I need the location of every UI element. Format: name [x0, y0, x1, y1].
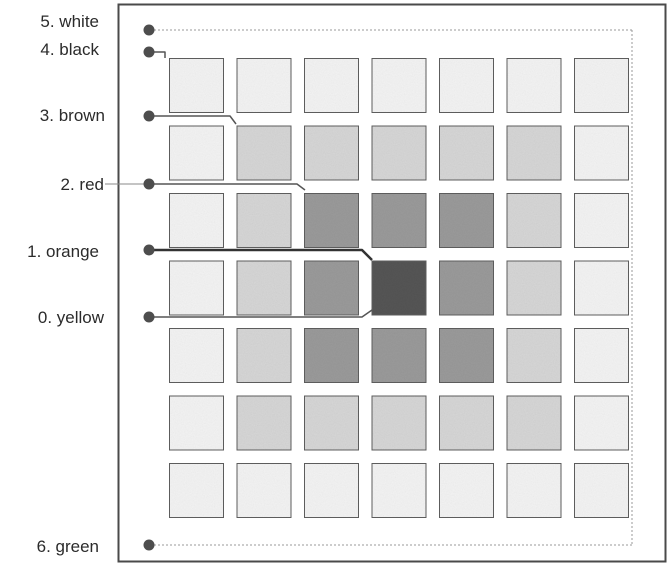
grid-cell	[438, 327, 495, 384]
yellow-connector	[149, 309, 373, 318]
grid-cell	[370, 462, 428, 519]
grid-cell	[505, 394, 563, 452]
grid-cell	[168, 327, 225, 384]
grid-cell	[438, 394, 495, 452]
red-connector	[149, 183, 306, 191]
grid-cell	[505, 327, 563, 384]
grid-cell	[235, 259, 293, 317]
connectors	[105, 51, 373, 318]
grid-cell	[573, 394, 630, 452]
grid-cell	[573, 259, 630, 317]
grid-cell	[235, 57, 293, 114]
grid-cell	[438, 259, 495, 317]
grid-cell	[303, 327, 360, 384]
orange-connector	[149, 248, 373, 261]
grid-cell	[303, 462, 360, 519]
grid-cell	[438, 124, 495, 182]
grid-cell	[438, 462, 495, 519]
label-red: 2. red	[61, 175, 104, 194]
grid-cell	[573, 192, 630, 249]
label-brown: 3. brown	[40, 106, 105, 125]
marker-orange	[143, 244, 155, 256]
label-orange: 1. orange	[27, 242, 99, 261]
grid-cell	[370, 259, 428, 317]
grid-cell	[235, 192, 293, 249]
grid-cell	[303, 394, 360, 452]
grid-cell	[303, 192, 360, 249]
marker-red	[143, 178, 155, 190]
grid-cell	[168, 394, 225, 452]
marker-brown	[143, 110, 155, 122]
grid-cell	[168, 259, 225, 317]
grid-cell	[303, 57, 360, 114]
grid-cell	[235, 394, 293, 452]
grid-cell	[168, 124, 225, 182]
label-green: 6. green	[37, 537, 99, 556]
grid-cell	[235, 124, 293, 182]
label-black: 4. black	[40, 40, 99, 59]
cell-grid	[168, 57, 630, 519]
grid-cell	[370, 124, 428, 182]
grid-cell	[438, 192, 495, 249]
grid-cell	[370, 327, 428, 384]
grid-cell	[505, 462, 563, 519]
marker-black	[143, 46, 155, 58]
grid-cell	[168, 462, 225, 519]
grid-cell	[438, 57, 495, 114]
grid-cell	[235, 462, 293, 519]
brown-connector	[149, 115, 237, 125]
grid-cell	[370, 394, 428, 452]
marker-green	[143, 539, 155, 551]
grid-cell	[168, 57, 225, 114]
grid-cell	[573, 462, 630, 519]
label-yellow: 0. yellow	[38, 308, 105, 327]
grid-cell	[573, 327, 630, 384]
grid-cell	[505, 57, 563, 114]
grid-cell	[303, 259, 360, 317]
grid-cell	[303, 124, 360, 182]
label-white: 5. white	[40, 12, 99, 31]
grid-cell	[505, 259, 563, 317]
grid-cell	[573, 57, 630, 114]
marker-white	[143, 24, 155, 36]
grid-cell	[370, 192, 428, 249]
markers	[143, 24, 155, 551]
grid-cell	[235, 327, 293, 384]
marker-yellow	[143, 311, 155, 323]
grid-cell	[573, 124, 630, 182]
grid-cell	[370, 57, 428, 114]
grid-cell	[505, 124, 563, 182]
grid-cell	[505, 192, 563, 249]
grid-cell	[168, 192, 225, 249]
